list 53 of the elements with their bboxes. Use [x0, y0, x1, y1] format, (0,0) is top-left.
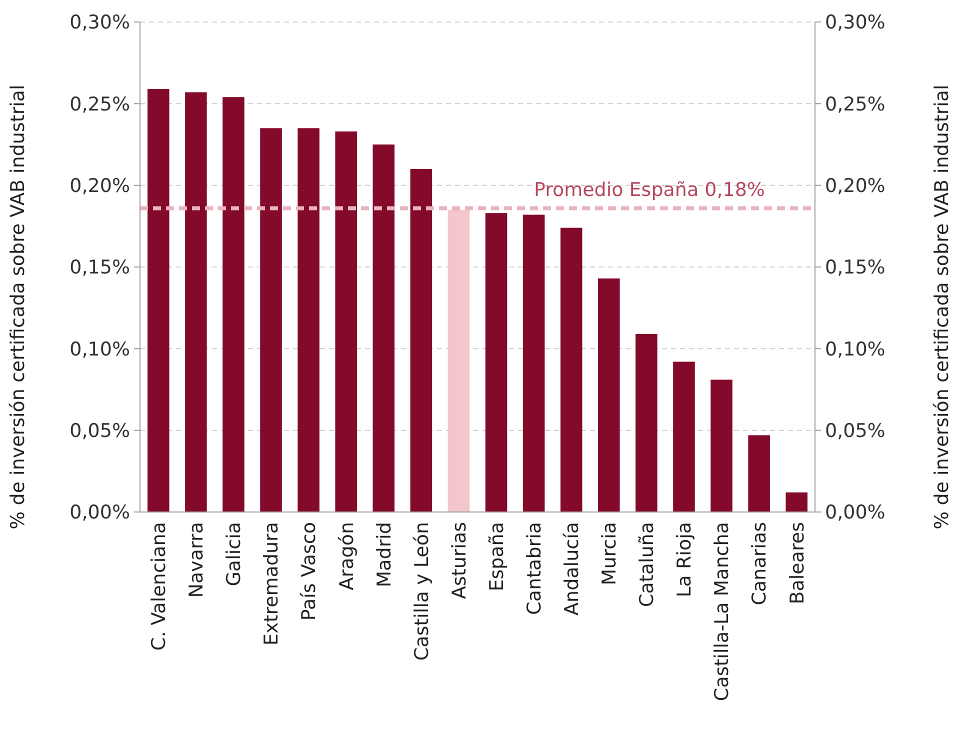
bar — [185, 92, 207, 512]
bar — [485, 213, 508, 512]
y-tick-label: 0,00% — [70, 502, 130, 524]
bar — [410, 169, 432, 512]
bar — [222, 97, 244, 512]
bar — [560, 228, 582, 512]
y2-tick-label: 0,15% — [825, 256, 886, 279]
y-tick-label: 0,15% — [70, 256, 130, 279]
bar — [335, 131, 357, 512]
x-tick-label: Castilla-La Mancha — [711, 522, 734, 702]
bar — [522, 214, 545, 512]
x-tick-label: Extremadura — [260, 522, 283, 646]
y2-axis-title: % de inversión certificada sobre VAB industrial — [931, 84, 953, 530]
bar — [710, 380, 732, 512]
bar — [372, 144, 395, 512]
y2-tick-label: 0,30% — [825, 12, 886, 34]
x-tick-label: España — [486, 522, 508, 592]
y-tick-label: 0,20% — [70, 174, 130, 197]
y-tick-label: 0,30% — [70, 12, 130, 34]
x-tick-label: Navarra — [186, 522, 208, 598]
x-tick-label: Cantabria — [523, 522, 546, 615]
y-tick-label: 0,05% — [70, 420, 130, 442]
x-tick-label: Andalucía — [561, 522, 584, 616]
bar — [598, 278, 620, 512]
bar — [148, 88, 170, 512]
ref-line-label: Promedio España 0,18% — [534, 179, 765, 202]
bar — [636, 334, 658, 512]
bar — [448, 210, 470, 512]
x-tick-label: Cataluña — [636, 522, 658, 608]
y-tick-label: 0,10% — [70, 338, 130, 360]
y2-tick-label: 0,20% — [825, 174, 886, 197]
y2-tick-label: 0,00% — [825, 502, 886, 524]
x-tick-label: Galicia — [223, 522, 246, 586]
x-tick-label: Asturias — [448, 522, 470, 600]
bar — [298, 128, 320, 512]
y2-tick-label: 0,25% — [825, 93, 886, 116]
x-tick-label: Castilla y León — [410, 522, 433, 661]
bar — [673, 362, 695, 512]
x-tick-label: La Rioja — [674, 522, 696, 598]
x-tick-label: Canarias — [748, 522, 771, 606]
y-tick-label: 0,25% — [70, 93, 130, 116]
x-tick-label: C. Valenciana — [148, 522, 170, 651]
x-tick-label: Baleares — [786, 522, 808, 604]
y2-tick-label: 0,05% — [825, 420, 886, 442]
y2-tick-label: 0,10% — [825, 338, 886, 360]
bar — [786, 492, 808, 512]
bar — [260, 128, 282, 512]
x-tick-label: País Vasco — [298, 522, 320, 621]
y-axis-title: % de inversión certificada sobre VAB industrial — [7, 84, 29, 530]
x-tick-label: Madrid — [373, 522, 396, 588]
bar — [748, 435, 770, 512]
x-tick-label: Murcia — [598, 522, 621, 586]
x-tick-label: Aragón — [336, 522, 358, 590]
